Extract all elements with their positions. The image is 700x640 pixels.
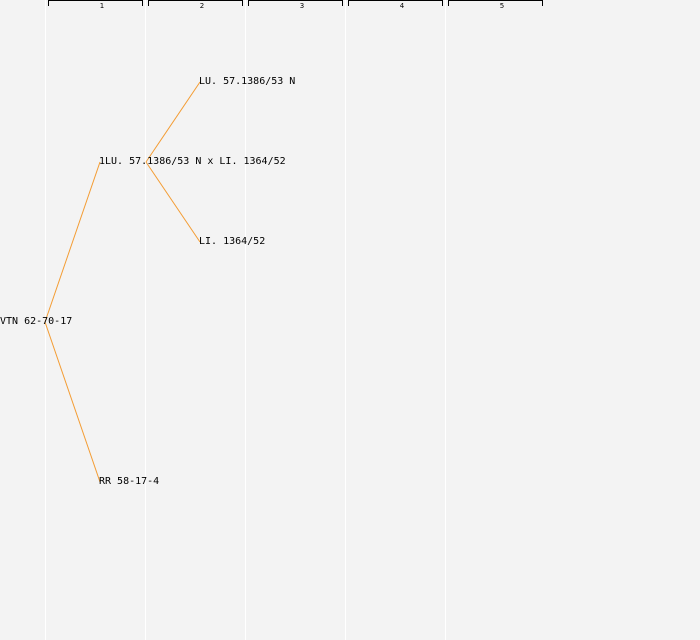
generation-number-3: 3 [299,2,305,10]
generation-number-2: 2 [199,2,205,10]
generation-header-3 [248,0,343,6]
generation-header-5 [448,0,543,6]
connector-parent-to-grandparent-2 [145,161,201,243]
pedigree-node-parent-1[interactable]: 1LU. 57.1386/53 N x LI. 1364/52 [99,156,286,167]
pedigree-node-grandparent-2[interactable]: LI. 1364/52 [199,236,266,247]
pedigree-node-parent-2[interactable]: RR 58-17-4 [99,476,160,487]
generation-header-1 [48,0,143,6]
generation-divider [145,0,146,640]
generation-number-5: 5 [499,2,505,10]
generation-number-4: 4 [399,2,405,10]
generation-divider [245,0,246,640]
connector-root-to-parent-1 [44,161,101,323]
connector-root-to-parent-2 [44,321,101,483]
generation-divider [345,0,346,640]
generation-header-2 [148,0,243,6]
pedigree-node-root[interactable]: VTN 62-70-17 [0,316,73,327]
generation-number-1: 1 [99,2,105,10]
generation-divider [445,0,446,640]
pedigree-node-grandparent-1[interactable]: LU. 57.1386/53 N [199,76,296,87]
generation-header-4 [348,0,443,6]
connector-parent-to-grandparent-1 [145,81,201,163]
